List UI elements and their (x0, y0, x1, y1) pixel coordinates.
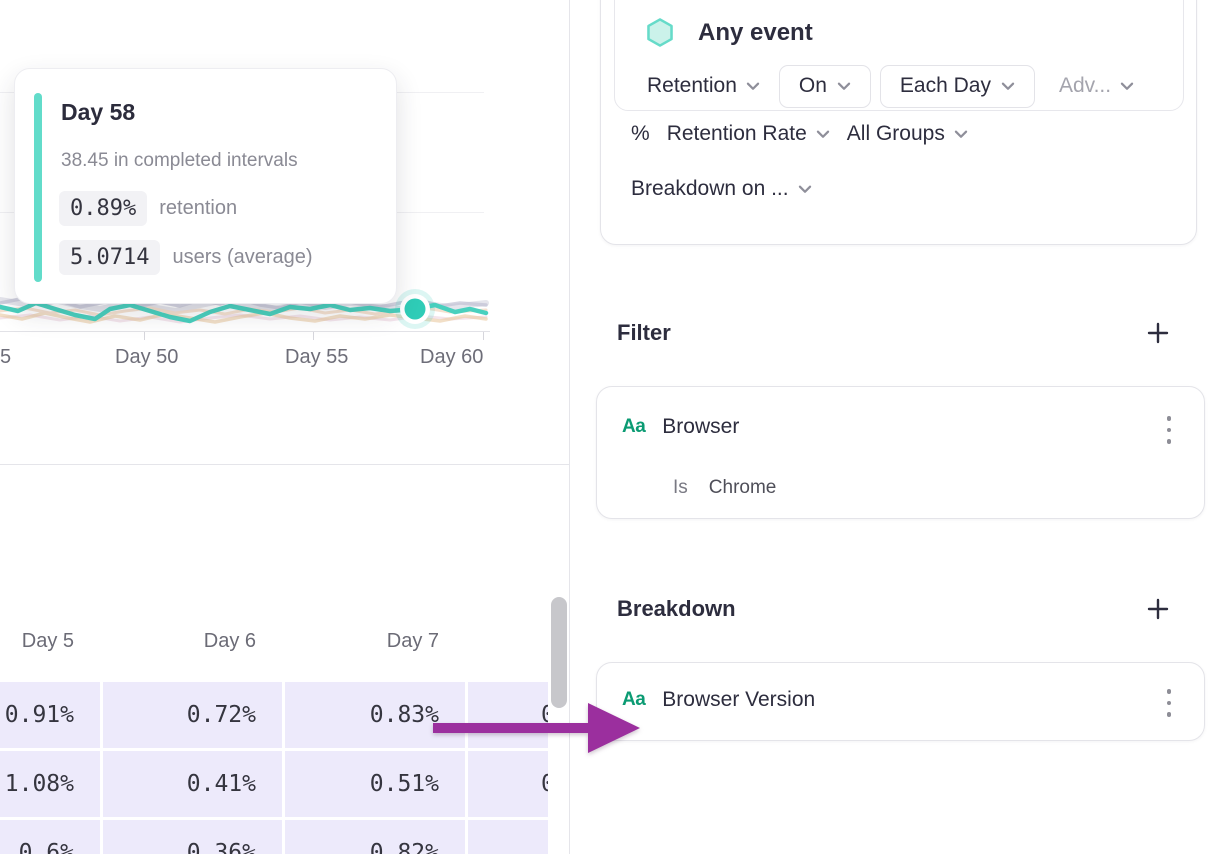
axis-tick (483, 332, 484, 340)
event-hexagon-icon (647, 18, 673, 47)
x-tick-label: 5 (0, 346, 12, 368)
tooltip-title: Day 58 (61, 99, 136, 125)
x-axis (0, 331, 490, 332)
chevron-down-icon (746, 82, 760, 90)
breakdown-options-menu-icon[interactable] (1166, 689, 1171, 717)
retention-table: Day 5 Day 6 Day 7 0.91% 0.72% 0.83% 0 1.… (0, 620, 548, 854)
x-tick-label: Day 60 (420, 346, 484, 368)
table-cell[interactable]: 0.91% (0, 682, 100, 748)
axis-tick (313, 332, 314, 340)
section-divider (0, 464, 570, 465)
breakdown-property-name: Browser Version (662, 688, 816, 711)
column-header[interactable]: Day 5 (21, 630, 74, 652)
x-tick-label: Day 50 (115, 346, 179, 368)
tooltip-series-color-bar (34, 93, 42, 282)
table-cell[interactable]: 0.51% (285, 751, 465, 817)
table-cell[interactable]: 1.08% (0, 751, 100, 817)
table-cell[interactable]: 0.72% (103, 682, 282, 748)
table-cell[interactable]: 0.83% (285, 682, 465, 748)
event-box: Any event Retention On Each Day Adv... (614, 0, 1184, 111)
retention-dropdown[interactable]: Retention (647, 74, 760, 98)
chevron-down-icon (837, 82, 851, 90)
breakdown-heading: Breakdown (617, 596, 736, 621)
tooltip-subtitle: 38.45 in completed intervals (61, 150, 298, 171)
chevron-down-icon (816, 130, 829, 138)
tooltip-users-label: users (average) (172, 245, 313, 268)
advanced-dropdown[interactable]: Adv... (1059, 74, 1134, 98)
column-header[interactable]: Day 7 (386, 630, 439, 652)
tooltip-retention-label: retention (159, 196, 238, 219)
each-day-dropdown-button[interactable]: Each Day (879, 64, 1035, 108)
table-cell[interactable]: 0 (468, 751, 548, 817)
chevron-down-icon (798, 185, 811, 193)
table-cell[interactable] (468, 820, 548, 854)
filter-property-name: Browser (662, 415, 740, 438)
column-header[interactable] (468, 630, 548, 658)
tooltip-users-value: 5.0714 (59, 239, 161, 275)
chevron-down-icon (954, 130, 968, 138)
axis-tick (144, 332, 145, 340)
groups-dropdown[interactable]: All Groups (847, 122, 968, 146)
table-cell[interactable]: 0.41% (103, 751, 282, 817)
add-breakdown-button[interactable] (1146, 597, 1170, 621)
filter-value[interactable]: Chrome (708, 477, 777, 498)
chevron-down-icon (1120, 82, 1134, 90)
chart-tooltip: Day 58 38.45 in completed intervals 0.89… (14, 68, 397, 304)
breakdown-property-row[interactable]: Aa Browser Version (622, 688, 815, 712)
highlighted-point (395, 289, 435, 329)
event-name: Any event (698, 18, 813, 46)
table-cell[interactable]: 0.36% (103, 820, 282, 854)
query-builder-card: Any event Retention On Each Day Adv... (600, 0, 1197, 245)
chevron-down-icon (1001, 82, 1015, 90)
table-scrollbar-thumb[interactable] (551, 597, 567, 708)
filter-property-row[interactable]: Aa Browser (622, 415, 739, 439)
percent-icon: % (631, 122, 650, 145)
x-tick-label: Day 55 (285, 346, 349, 368)
table-cell[interactable]: 0 (468, 682, 548, 748)
breakdown-on-dropdown[interactable]: Breakdown on ... (631, 177, 812, 201)
on-dropdown-button[interactable]: On (778, 64, 871, 108)
event-row[interactable]: Any event (644, 17, 813, 48)
panel-divider (569, 0, 570, 854)
filter-operator[interactable]: Is (673, 477, 688, 498)
breakdown-card: Aa Browser Version (596, 662, 1205, 741)
tooltip-retention-value: 0.89% (59, 190, 148, 226)
text-property-icon: Aa (622, 416, 646, 437)
filter-heading: Filter (617, 320, 671, 345)
add-filter-button[interactable] (1146, 321, 1170, 345)
text-property-icon: Aa (622, 689, 646, 710)
column-header[interactable]: Day 6 (203, 630, 256, 652)
metric-dropdown[interactable]: Retention Rate (667, 122, 830, 146)
filter-options-menu-icon[interactable] (1166, 416, 1171, 444)
filter-condition-row[interactable]: Is Chrome (673, 477, 776, 499)
table-cell[interactable]: 0.6% (0, 820, 100, 854)
annotation-arrow (433, 703, 640, 753)
table-cell[interactable]: 0.82% (285, 820, 465, 854)
filter-card: Aa Browser Is Chrome (596, 386, 1205, 519)
